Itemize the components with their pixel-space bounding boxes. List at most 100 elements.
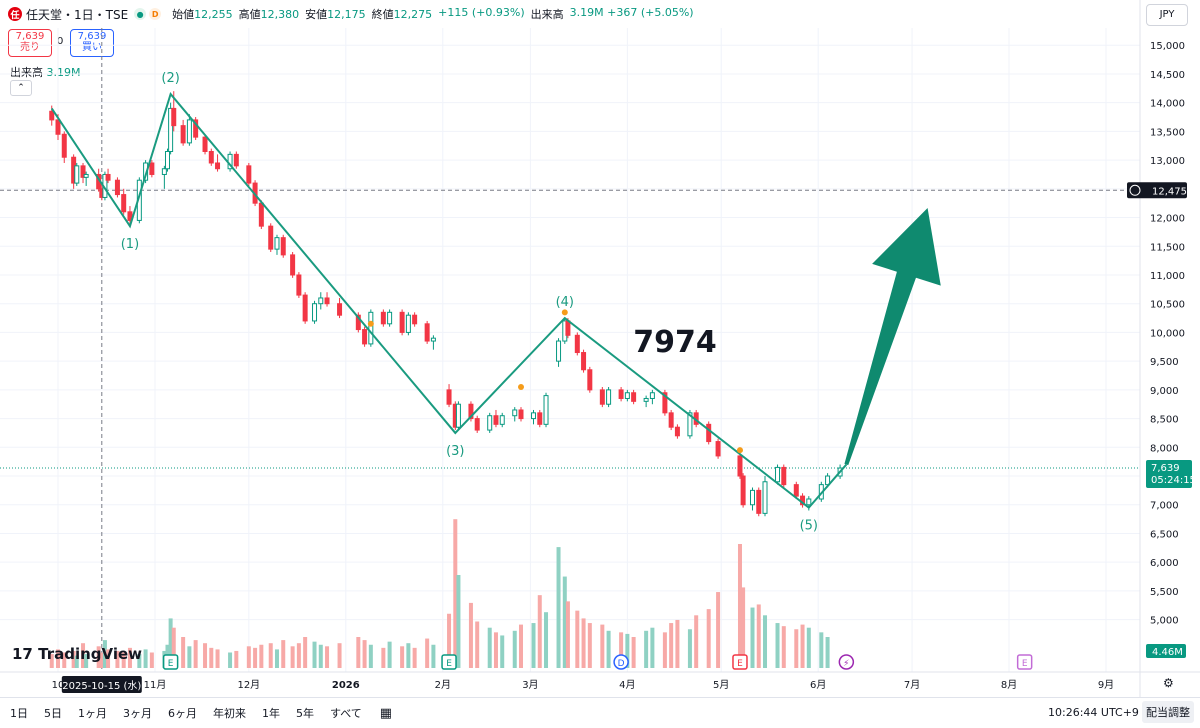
volume-bar: [296, 643, 301, 668]
y-tick-label: 10,500: [1150, 300, 1185, 311]
y-tick-label: 14,500: [1150, 70, 1185, 81]
event-marker-label: E: [1022, 659, 1028, 669]
candle-body: [806, 498, 812, 506]
wave-label-1: (1): [121, 237, 139, 252]
settings-gear-icon[interactable]: ⚙: [1163, 676, 1174, 690]
volume-bar: [475, 621, 480, 668]
candle-body: [355, 314, 361, 331]
volume-bar: [631, 637, 636, 668]
event-marker: [1016, 654, 1033, 670]
price-chart[interactable]: (1) (2) (3) (4) (5) 7974 E E D E ⚡ E 15,000 14,500 1…: [0, 0, 1200, 697]
candle-body: [715, 441, 721, 457]
candle-body: [80, 165, 86, 178]
candle-body: [618, 389, 624, 399]
volume-bar: [234, 650, 239, 668]
volume-bar: [62, 652, 67, 668]
y-tick-label: 10,000: [1150, 328, 1185, 339]
volume-bar: [106, 649, 111, 668]
sell-button[interactable]: 7,639 売り: [8, 29, 52, 57]
volume-bar: [171, 627, 176, 668]
clock[interactable]: 10:26:44 UTC+9: [1048, 706, 1139, 719]
calendar-icon[interactable]: ▦: [379, 705, 393, 721]
volume-bars: [49, 519, 830, 668]
y-tick-label: 8,000: [1150, 443, 1179, 454]
tradingview-logo[interactable]: 𝟭𝟳 TradingView: [12, 645, 143, 663]
wave-label-5: (5): [800, 519, 818, 534]
x-tick-label: 3月: [522, 679, 538, 691]
candle-body: [674, 426, 680, 437]
ohlc-change: +115 (+0.93%): [438, 6, 525, 19]
volume-bar: [750, 607, 755, 668]
candle-body: [762, 481, 768, 514]
volume-bar: [544, 612, 549, 668]
candle-body: [274, 237, 280, 250]
tf-5y[interactable]: 5年: [296, 707, 314, 720]
sell-price: 7,639: [15, 31, 45, 42]
tf-1d[interactable]: 1日: [10, 707, 28, 720]
y-tick-label: 5,000: [1150, 616, 1179, 627]
add-alert-icon: [1129, 184, 1141, 196]
candle-body: [246, 165, 252, 184]
volume-badge: [1146, 644, 1186, 658]
candle-body: [233, 153, 239, 167]
candle-body: [706, 423, 712, 443]
sell-label: 売り: [20, 42, 40, 53]
dividend-dot: [517, 383, 524, 390]
volume-bar: [312, 641, 317, 668]
x-tick-label: 8月: [1001, 679, 1017, 691]
candle-body: [430, 337, 436, 342]
volume-bar: [400, 646, 405, 668]
x-tick-label: 11月: [144, 679, 167, 691]
delayed-data-badge[interactable]: D: [149, 8, 162, 20]
symbol-title[interactable]: 任天堂・1日・TSE: [26, 7, 129, 22]
countdown-text: 05:24:15: [1151, 475, 1196, 486]
crosshair-price-text: 12,475: [1152, 186, 1187, 197]
y-tick-label: 7,000: [1150, 501, 1179, 512]
crosshair-price-badge: [1127, 182, 1187, 199]
volume-bar: [96, 646, 101, 668]
volume-bar: [487, 627, 492, 668]
tf-6m[interactable]: 6ヶ月: [168, 707, 197, 720]
dividend-adjust-button[interactable]: 配当調整: [1142, 701, 1194, 723]
candle-body: [631, 392, 637, 402]
ohlc-open: 始値12,255: [172, 8, 233, 21]
volume-bar: [368, 644, 373, 668]
volume-bar: [49, 654, 54, 668]
volume-bar: [493, 632, 498, 668]
tf-3m[interactable]: 3ヶ月: [123, 707, 152, 720]
tf-all[interactable]: すべて: [330, 707, 362, 720]
candle-body: [312, 303, 318, 322]
volume-bar: [562, 576, 567, 668]
tf-5d[interactable]: 5日: [44, 707, 62, 720]
x-tick-label: 7月: [904, 679, 920, 691]
candle-body: [121, 194, 127, 213]
collapse-legend-button[interactable]: ⌃: [10, 80, 32, 96]
volume-bar: [456, 575, 461, 668]
candle-body: [499, 415, 505, 425]
volume-bar: [565, 601, 570, 668]
y-tick-label: 12,000: [1150, 214, 1185, 225]
volume-bar: [102, 640, 107, 668]
price-axis: 15,00014,50014,00013,50013,00012,50012,0…: [1127, 41, 1196, 658]
volume-bar: [819, 632, 824, 668]
volume-bar: [193, 640, 198, 668]
y-tick-label: 6,500: [1150, 529, 1179, 540]
volume-bar: [531, 623, 536, 668]
buy-button[interactable]: 7,639 買い: [70, 29, 114, 57]
candle-body: [83, 173, 89, 178]
candle-body: [474, 418, 480, 431]
volume-bar: [325, 646, 330, 668]
volume-badge-text: 4.46M: [1152, 647, 1183, 658]
tf-1m[interactable]: 1ヶ月: [78, 707, 107, 720]
ohlc-low: 安値12,175: [305, 8, 366, 21]
currency-selector[interactable]: JPY: [1146, 4, 1188, 26]
candle-body: [302, 294, 308, 322]
ohlc-close: 終値12,275: [371, 8, 433, 21]
candle-body: [368, 311, 374, 345]
candle-body: [424, 323, 430, 342]
volume-bar: [259, 644, 264, 668]
volume-bar: [518, 624, 523, 668]
tf-ytd[interactable]: 年初来: [213, 707, 246, 720]
tf-1y[interactable]: 1年: [262, 707, 280, 720]
candle-body: [775, 466, 781, 483]
